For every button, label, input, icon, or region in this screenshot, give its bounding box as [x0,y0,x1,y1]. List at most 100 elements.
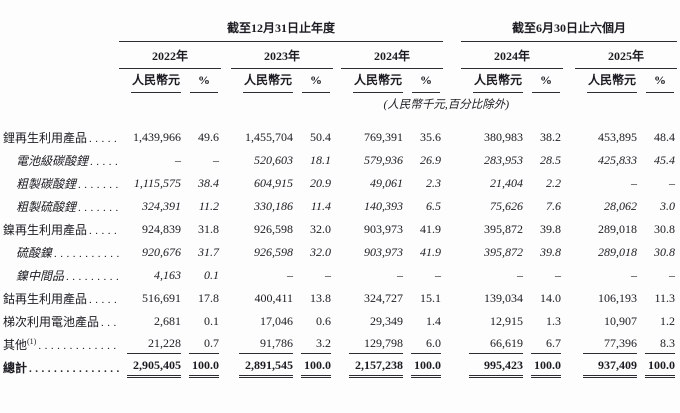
empty-corner [3,12,119,42]
empty-cell [3,69,119,94]
percent-cell: 39.8 [540,245,562,259]
percent-cell: 13.8 [310,291,331,305]
leader-dots [76,200,119,215]
group-header-interim: 截至6月30日止六個月 [461,12,678,42]
column-gap [221,287,231,310]
percent-cell: 8.3 [637,333,677,356]
amount-cell: – [631,268,638,282]
revenue-breakdown-table: 截至12月31日止年度 截至6月30日止六個月 2022年 2023年 2024… [3,12,678,379]
leader-dots [87,292,119,307]
table-body: 鋰再生利用產品 1,439,966 49.6 1,455,704 50.4 769,391… [3,126,677,379]
column-gap [443,333,461,356]
amount-cell: 425,833 [598,153,638,167]
percent-header: % [293,69,333,93]
column-gap [333,195,341,218]
percent-cell: 100.0 [637,356,677,379]
column-gap [563,172,575,195]
amount-header: 人民幣元 [575,69,638,93]
amount-cell: 604,915 [254,176,293,190]
leader-dots [64,269,119,284]
percent-cell: 48.4 [654,130,676,144]
percent-cell: 41.9 [420,245,442,259]
percent-cell: 31.7 [198,245,219,259]
column-gap [333,218,341,241]
percent-cell: 20.9 [310,176,331,190]
percent-cell: 49.6 [198,130,219,144]
unit-note-row: (人民幣千元,百分比除外) [3,93,677,126]
column-gap [563,218,575,241]
percent-cell: 0.1 [204,314,219,328]
amount-header: 人民幣元 [461,69,524,93]
percent-cell: – [435,268,442,282]
column-gap [333,310,341,333]
percent-cell: 38.2 [540,130,562,144]
amount-cell: 926,598 [254,245,293,259]
amount-cell: 920,676 [142,245,181,259]
amount-cell: 924,839 [142,222,181,236]
table-row: 鈷再生利用產品 516,691 17.8 400,411 13.8 324,727 15.1… [3,287,677,310]
percent-cell: – [325,268,331,282]
amount-cell: – [287,268,293,282]
percent-cell: 32.0 [310,222,331,236]
column-gap [333,264,341,287]
amount-cell: 140,393 [364,199,403,213]
percent-cell: 31.8 [198,222,219,236]
group-gap [443,12,461,42]
column-gap [563,287,575,310]
column-gap [443,356,461,379]
amount-cell: 926,598 [254,222,293,236]
column-gap [221,69,231,94]
table-row: 總計2,905,405100.02,891,545100.02,157,2381… [3,356,677,379]
column-gap [221,126,231,149]
column-gap [443,287,461,310]
percent-cell: 32.0 [310,245,331,259]
percent-cell: 1.4 [426,314,442,328]
group-header-annual: 截至12月31日止年度 [119,12,444,42]
row-label: 梯次利用電池產品 [3,310,119,333]
percent-cell: 100.0 [523,356,563,379]
column-gap [563,126,575,149]
column-gap [333,172,341,195]
column-gap [221,172,231,195]
column-gap [563,195,575,218]
amount-cell: 28,062 [604,199,638,213]
amount-cell: 937,409 [575,356,638,379]
column-gap [221,310,231,333]
group-header-row: 截至12月31日止年度 截至6月30日止六個月 [3,12,678,42]
percent-cell: 35.6 [420,130,442,144]
percent-cell: 2.2 [546,176,562,190]
table-row: 鎳再生利用產品 924,839 31.8 926,598 32.0 903,973 41.9… [3,218,677,241]
percent-header: % [637,69,677,93]
amount-header: 人民幣元 [231,69,293,93]
amount-cell: 129,798 [341,333,403,356]
row-label: 電池級碳酸鋰 [3,149,119,172]
amount-cell: 395,872 [484,245,524,259]
amount-cell: 400,411 [254,291,293,305]
column-gap [563,69,575,94]
percent-cell: 11.3 [654,291,676,305]
column-gap [333,42,341,69]
percent-cell: 3.2 [293,333,333,356]
percent-header: % [403,69,443,93]
percent-cell: 0.7 [181,333,221,356]
percent-header: % [523,69,563,93]
percent-cell: 30.8 [654,222,676,236]
amount-cell: 453,895 [598,130,638,144]
percent-cell: 50.4 [310,130,331,144]
percent-cell: 3.0 [660,199,676,213]
percent-cell: 41.9 [420,222,442,236]
amount-cell: 91,786 [231,333,293,356]
row-label: 鈷再生利用產品 [3,287,119,310]
year-header-2025-interim: 2025年 [575,41,678,69]
percent-cell: 100.0 [293,356,333,379]
amount-cell: 324,727 [364,291,403,305]
column-gap [563,333,575,356]
percent-cell: 2.3 [426,176,442,190]
amount-cell: – [517,268,524,282]
amount-header: 人民幣元 [119,69,181,93]
table-row: 鋰再生利用產品 1,439,966 49.6 1,455,704 50.4 769,391… [3,126,677,149]
row-label: 粗製碳酸鋰 [3,172,119,195]
table-row: 電池級碳酸鋰 – – 520,603 18.1 579,936 26.9 283,953 28.… [3,149,677,172]
column-gap [443,241,461,264]
